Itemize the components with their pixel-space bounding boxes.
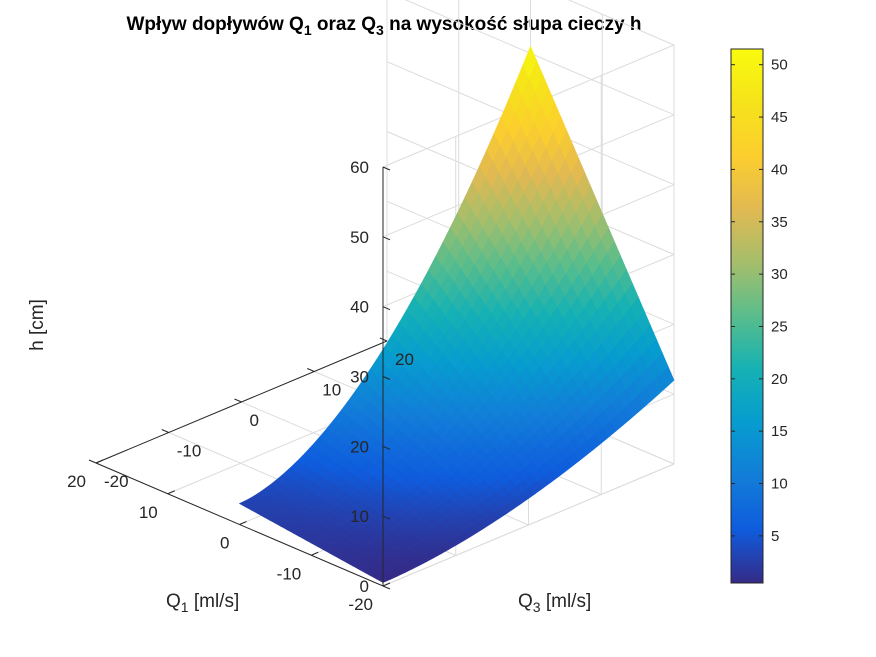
y-tick-label: 10 [322, 381, 341, 400]
x-tick-mark [167, 490, 175, 495]
z-tick-mark [382, 236, 391, 241]
x-tick-label: 10 [139, 503, 158, 522]
y-tick-label: 0 [250, 411, 259, 430]
z-tick-label: 0 [360, 577, 369, 596]
colorbar-tick-label: 5 [771, 528, 779, 545]
y-tick-mark [88, 459, 97, 464]
x-tick-label: -10 [277, 564, 302, 583]
z-tick-mark [382, 166, 391, 171]
z-tick-mark [382, 585, 391, 590]
colorbar-tick-label: 15 [771, 423, 788, 440]
z-tick-mark [382, 306, 391, 311]
z-tick-mark [382, 376, 391, 380]
y-tick-mark [307, 368, 315, 372]
x-tick-label: -20 [348, 595, 373, 614]
colorbar-tick-label: 50 [771, 57, 788, 74]
surface-patch [522, 45, 537, 79]
gridline [567, 0, 675, 46]
x-tick-mark [311, 551, 319, 556]
surface-plot [238, 45, 675, 583]
colorbar-ticks: 5 10 15 20 25 30 35 40 45 50 [731, 57, 788, 545]
colorbar-tick-label: 45 [771, 109, 788, 126]
colorbar-tick-label: 40 [771, 161, 788, 178]
z-tick-label: 20 [350, 437, 369, 456]
colorbar-tick-label: 25 [771, 318, 788, 335]
axes-ticks: -20 -10 0 10 20 -20 -10 0 10 20 0 10 20 30 40 50 60 [67, 158, 414, 614]
z-tick-label: 40 [350, 298, 369, 317]
colorbar [730, 48, 764, 584]
y-tick-mark [234, 398, 242, 403]
z-tick-label: 50 [350, 228, 369, 247]
y-tick-label: 20 [395, 350, 414, 369]
z-tick-label: 60 [350, 158, 369, 177]
z-tick-mark [382, 445, 391, 450]
z-tick-label: 10 [350, 507, 369, 526]
y-axis-label: Q3 [ml/s] [518, 591, 591, 615]
y-tick-label: -10 [177, 442, 202, 461]
colorbar-tick-label: 35 [771, 214, 788, 231]
x-tick-mark [239, 521, 247, 525]
y-tick-mark [161, 429, 169, 433]
colorbar-tick-label: 30 [771, 266, 788, 283]
y-tick-mark [379, 337, 388, 342]
y-tick-label: -20 [104, 472, 129, 491]
x-axis-label: Q1 [ml/s] [166, 591, 239, 615]
z-tick-mark [382, 515, 391, 520]
chart-title: Wpływ dopływów Q1 oraz Q3 na wysokość sł… [127, 14, 642, 38]
x-tick-mark [382, 582, 391, 587]
x-tick-label: 0 [220, 534, 229, 553]
z-tick-label: 30 [350, 368, 369, 387]
colorbar-tick-label: 20 [771, 371, 788, 388]
colorbar-tick-label: 10 [771, 476, 788, 493]
x-tick-label: 20 [67, 472, 86, 491]
z-axis-label: h [cm] [27, 299, 48, 351]
x-tick-mark [95, 459, 104, 464]
